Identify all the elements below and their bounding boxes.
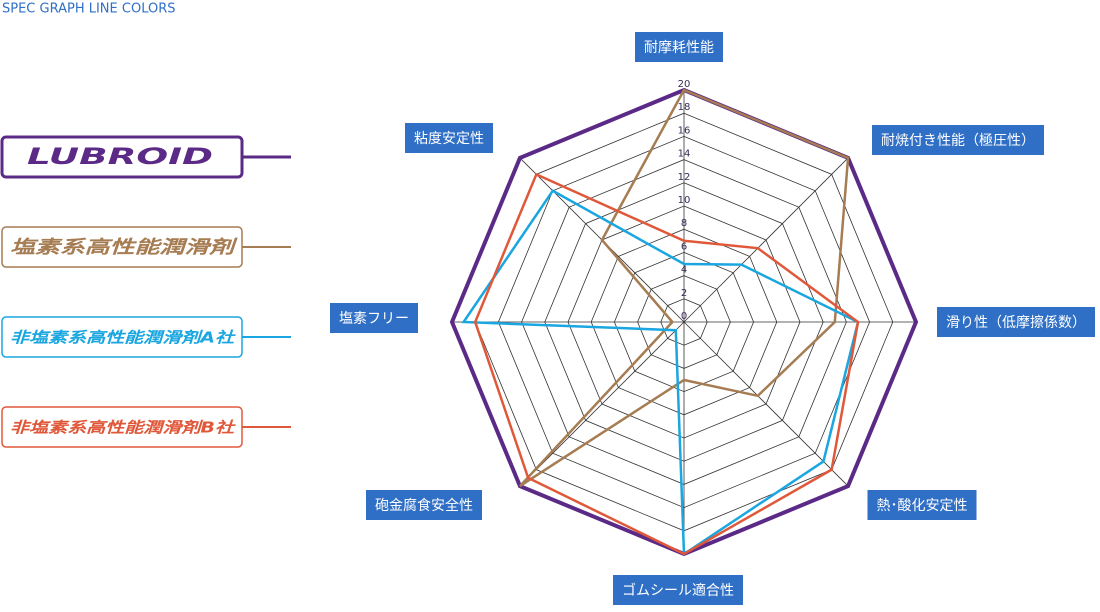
tick-label: 0 [681, 311, 687, 322]
axis-label: 熱･酸化安定性 [867, 490, 977, 520]
spoke [519, 321, 685, 487]
axis-label-box [937, 307, 1095, 337]
tick-label: 8 [681, 218, 687, 229]
tick-label: 14 [678, 149, 691, 160]
axis-label-box [330, 303, 418, 333]
series-line [461, 189, 860, 557]
axis-label-box [635, 32, 723, 62]
spoke [683, 321, 849, 487]
tick-label: 16 [678, 125, 691, 136]
page-title: SPEC GRAPH LINE COLORS [2, 2, 176, 17]
series-line [473, 172, 860, 556]
tick-label: 12 [678, 172, 691, 183]
tick-label: 18 [678, 102, 691, 113]
axis-label: ゴムシール適合性 [613, 575, 743, 605]
axis-label-text: 粘度安定性 [414, 131, 484, 147]
axis-label-box [867, 490, 977, 520]
axis-label-box [872, 125, 1044, 155]
tick-label: 6 [681, 241, 687, 252]
axis-label-box [405, 123, 493, 153]
tick-label: 10 [678, 195, 691, 206]
legend-label: 非塩素系高性能潤滑剤A社 [10, 329, 237, 347]
axis-label-text: 耐摩耗性能 [644, 39, 714, 56]
tick-label: 2 [681, 288, 687, 299]
axis-label-text: 熱･酸化安定性 [877, 498, 968, 514]
axis-label: 耐摩耗性能 [635, 32, 723, 62]
axis-label-box [613, 575, 743, 605]
axis-label-text: 砲金腐食安全性 [375, 497, 473, 514]
axis-label: 滑り性（低摩擦係数） [937, 307, 1095, 337]
axis-label: 砲金腐食安全性 [366, 490, 482, 520]
legend-label: 塩素系高性能潤滑剤 [10, 237, 238, 258]
axis-label-text: ゴムシール適合性 [622, 582, 734, 599]
axis-label-text: 塩素フリー [339, 311, 409, 327]
tick-label: 20 [678, 79, 691, 90]
legend-label: LUBROID [27, 145, 213, 170]
axis-label-box [366, 490, 482, 520]
legend-label: 非塩素系高性能潤滑剤B社 [10, 419, 237, 437]
axis-label: 耐焼付き性能（極圧性） [872, 125, 1044, 155]
axis-label: 粘度安定性 [405, 123, 493, 153]
axis-label-text: 耐焼付き性能（極圧性） [881, 133, 1035, 149]
axis-label: 塩素フリー [330, 303, 418, 333]
axis-label-text: 滑り性（低摩擦係数） [946, 314, 1086, 331]
tick-label: 4 [681, 265, 687, 276]
spoke [683, 157, 849, 323]
series-line [519, 88, 850, 488]
